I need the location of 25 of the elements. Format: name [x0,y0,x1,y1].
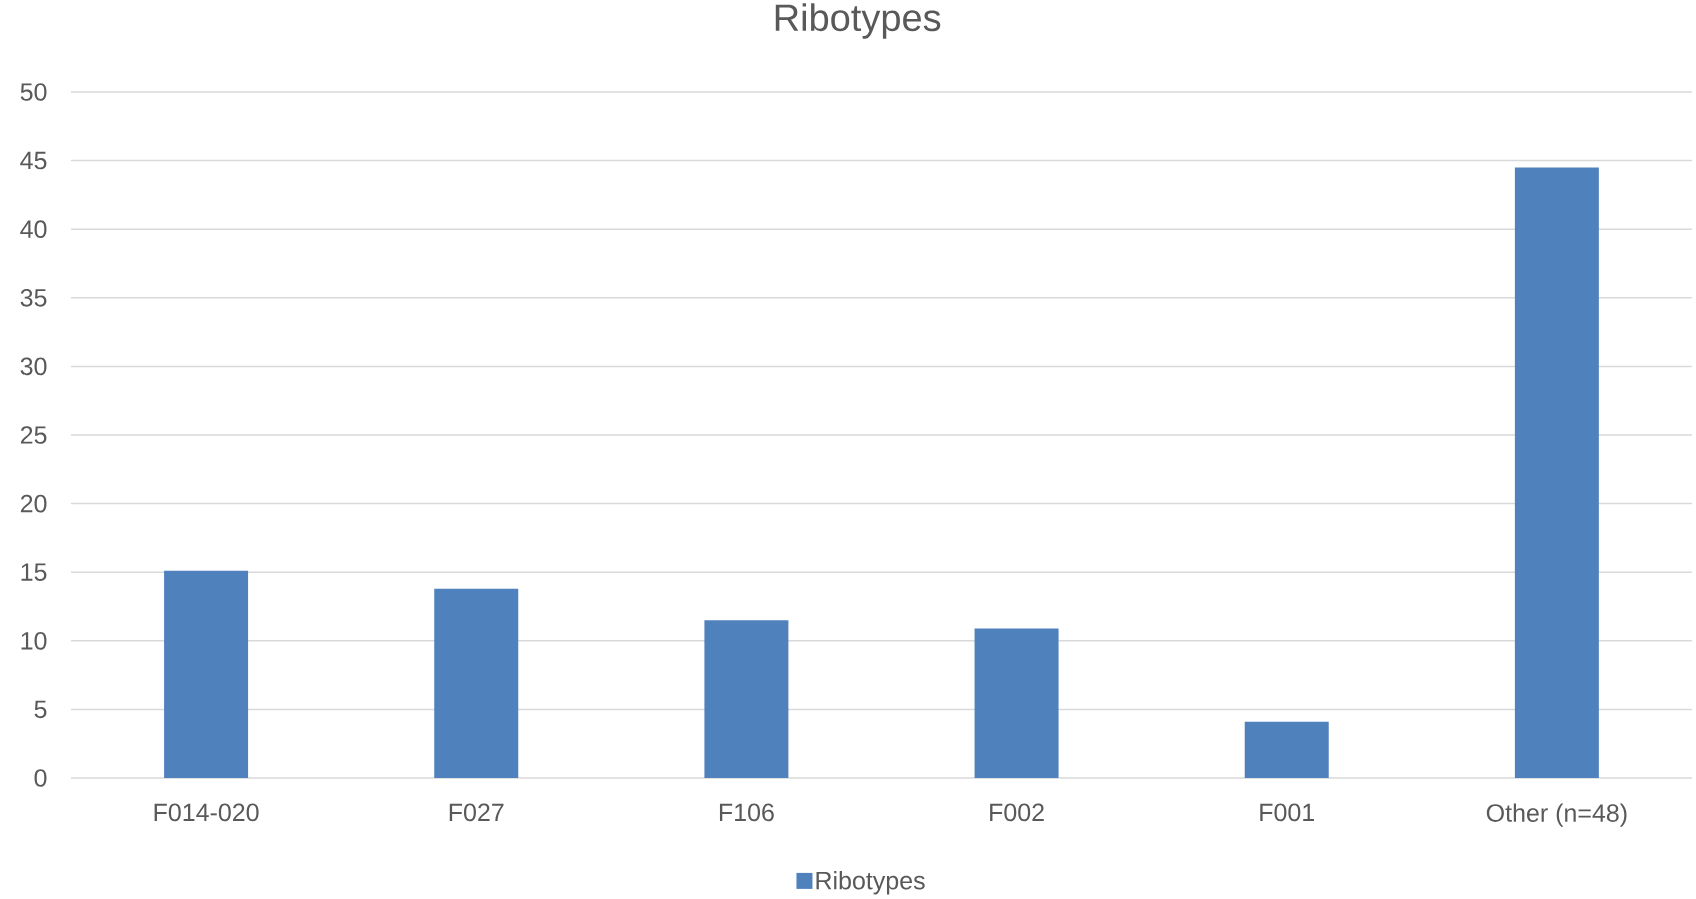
bar [1244,721,1329,778]
bar [434,588,519,778]
legend-label: Ribotypes [816,871,925,895]
y-tick-label: 10 [21,631,47,650]
x-tick-label: F014-020 [154,803,259,822]
x-tick-label: F002 [990,803,1044,822]
y-tick-label: 40 [20,220,47,239]
bar [164,570,249,778]
y-tick-label: 5 [34,700,47,719]
x-tick-label: Other (n=48) [1486,803,1627,827]
y-tick-label: 15 [21,563,47,581]
y-tick-label: 0 [34,769,47,787]
x-tick-label: F001 [1260,803,1314,822]
bar [974,628,1059,778]
y-tick-label: 45 [20,151,47,170]
x-tick-label: F106 [719,803,774,822]
y-tick-label: 30 [20,357,47,376]
y-tick-label: 25 [20,426,47,444]
y-tick-label: 35 [20,288,47,307]
y-tick-label: 20 [20,494,47,513]
bar [704,620,789,778]
bar [1514,167,1599,778]
x-tick-label: F027 [449,803,504,822]
chart-title: Ribotypes [775,3,941,39]
y-tick-label: 50 [20,83,47,101]
